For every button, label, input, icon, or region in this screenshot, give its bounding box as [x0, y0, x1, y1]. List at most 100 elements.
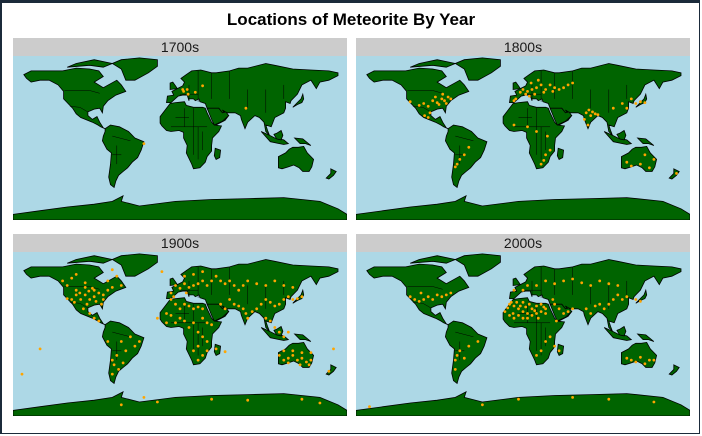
meteorite-point: [133, 344, 137, 348]
meteorite-point: [223, 282, 227, 286]
meteorite-point: [196, 358, 200, 362]
meteorite-point: [228, 298, 232, 301]
meteorite-point: [286, 356, 290, 360]
meteorite-point: [201, 335, 205, 339]
uk-shape: [512, 81, 521, 90]
new-guinea-shape: [636, 333, 655, 342]
japan-shape: [635, 288, 648, 304]
meteorite-point: [178, 316, 182, 320]
meteorite-point: [192, 307, 195, 311]
meteorite-point: [437, 103, 441, 106]
meteorite-point: [201, 279, 205, 283]
meteorite-point: [533, 92, 537, 96]
facet-panel-1800s: 1800s: [356, 38, 690, 220]
meteorite-point: [94, 300, 98, 303]
australia-shape: [277, 145, 315, 172]
meteorite-point: [78, 291, 82, 295]
meteorite-point: [426, 295, 430, 299]
meteorite-point: [38, 347, 42, 351]
arabia-shape: [206, 303, 230, 322]
meteorite-point: [453, 165, 457, 169]
meteorite-point: [205, 340, 209, 343]
country-border: [455, 135, 474, 142]
meteorite-point: [586, 123, 590, 127]
meteorite-point: [675, 172, 678, 175]
meteorite-point: [300, 351, 304, 354]
map-canvas: [13, 252, 347, 416]
north-america-shape: [23, 263, 127, 326]
canadian-islands-shape: [67, 255, 114, 264]
antarctica-shape: [13, 194, 347, 220]
meteorite-point: [611, 298, 615, 301]
meteorite-point: [449, 291, 453, 295]
meteorite-point: [196, 344, 200, 348]
meteorite-point: [237, 304, 241, 308]
world-map: [356, 252, 690, 416]
meteorite-point: [187, 304, 191, 308]
country-border: [69, 106, 89, 113]
meteorite-point: [196, 305, 200, 309]
meteorite-point: [431, 298, 435, 301]
meteorite-point: [138, 340, 141, 343]
meteorite-point: [462, 153, 466, 157]
meteorite-point: [476, 340, 480, 343]
greenland-shape: [454, 253, 501, 277]
meteorite-point: [129, 335, 132, 339]
meteorite-point: [97, 291, 101, 295]
country-border: [64, 286, 100, 290]
meteorite-point: [423, 114, 426, 117]
meteorite-point: [264, 298, 268, 301]
meteorite-point: [435, 293, 439, 297]
meteorite-point: [571, 307, 574, 311]
meteorite-point: [244, 312, 248, 315]
antarctica-shape: [356, 390, 690, 416]
meteorite-point: [544, 312, 547, 315]
meteorite-point: [587, 108, 591, 112]
meteorite-point: [562, 86, 565, 90]
meteorite-point: [544, 307, 547, 311]
meteorite-point: [539, 310, 543, 313]
meteorite-point: [426, 116, 430, 119]
meteorite-point: [530, 307, 534, 311]
meteorite-point: [82, 307, 85, 311]
meteorite-point: [277, 354, 281, 357]
canadian-islands-shape: [410, 255, 457, 264]
meteorite-point: [607, 397, 611, 401]
meteorite-point: [530, 88, 534, 91]
new-zealand-shape: [325, 168, 337, 180]
meteorite-point: [183, 274, 186, 278]
meteorite-point: [110, 286, 114, 289]
meteorite-point: [228, 279, 232, 283]
meteorite-point: [562, 312, 565, 315]
meteorite-point: [165, 312, 168, 315]
meteorite-point: [273, 304, 277, 308]
meteorite-point: [185, 88, 189, 91]
meteorite-point: [192, 273, 195, 276]
meteorite-point: [309, 358, 313, 362]
meteorite-point: [512, 316, 516, 320]
meteorite-point: [571, 81, 574, 85]
facet-strip-label: 1900s: [13, 234, 347, 252]
map-canvas: [356, 252, 690, 416]
chart-title: Locations of Meteorite By Year: [226, 10, 476, 29]
new-guinea-shape: [293, 333, 312, 342]
meteorite-point: [566, 83, 570, 87]
meteorite-point: [282, 284, 286, 287]
meteorite-point: [643, 362, 647, 366]
meteorite-point: [584, 111, 588, 115]
meteorite-point: [92, 316, 96, 320]
meteorite-point: [444, 102, 448, 105]
meteorite-point: [557, 307, 561, 311]
meteorite-point: [509, 300, 513, 304]
meteorite-point: [536, 78, 540, 82]
meteorite-point: [593, 304, 597, 308]
meteorite-point: [83, 293, 87, 297]
meteorite-point: [219, 279, 223, 283]
eurasia-shape: [509, 63, 682, 136]
meteorite-point: [192, 321, 195, 325]
meteorite-point: [172, 295, 176, 299]
meteorite-point: [455, 354, 459, 357]
meteorite-point: [440, 295, 444, 299]
meteorite-point: [625, 356, 629, 360]
meteorite-point: [551, 90, 555, 93]
